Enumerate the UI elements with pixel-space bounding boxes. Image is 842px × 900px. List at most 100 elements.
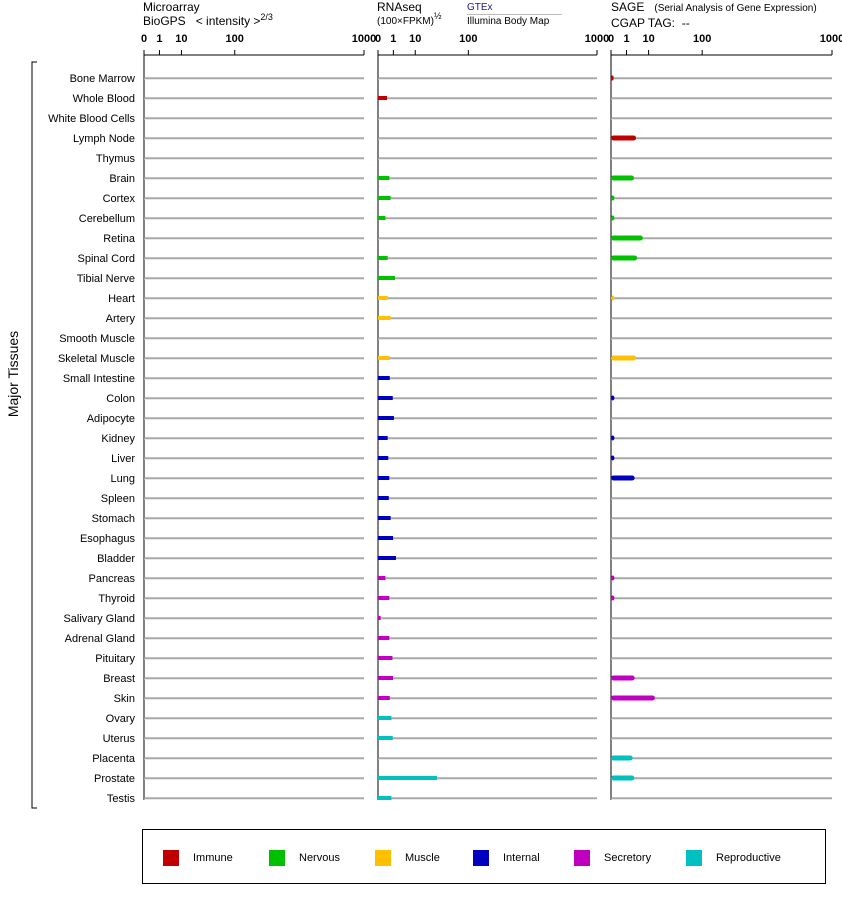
bar	[378, 276, 395, 280]
rnaseq-unit-row: (100×FPKM)½	[377, 11, 441, 29]
bar	[378, 436, 388, 440]
tick-label: 0	[608, 33, 614, 45]
rnaseq-title: RNAseq	[377, 0, 422, 14]
bar	[378, 796, 392, 800]
tick-label: 1	[623, 33, 629, 45]
category-label: Stomach	[92, 513, 135, 525]
category-label: Cortex	[103, 193, 136, 205]
bar	[378, 716, 392, 720]
bar	[378, 356, 390, 360]
tick-label: 1	[390, 33, 396, 45]
tick-label: 0	[375, 33, 381, 45]
legend-swatch-internal	[473, 850, 489, 866]
legend-swatch-immune	[163, 850, 179, 866]
category-label: Artery	[106, 313, 136, 325]
bar	[378, 636, 390, 640]
category-label: Ovary	[106, 713, 136, 725]
bar	[378, 696, 390, 700]
bar	[611, 755, 633, 761]
legend-item-reproductive: Reproductive	[686, 850, 781, 866]
bar	[378, 676, 394, 680]
bar	[378, 736, 393, 740]
bar	[378, 496, 389, 500]
tick-label: 10	[642, 33, 654, 45]
bar	[611, 695, 655, 701]
category-label: Kidney	[101, 433, 135, 445]
legend-label-nervous: Nervous	[299, 852, 340, 864]
category-label: Bladder	[97, 553, 135, 565]
category-label: Pituitary	[95, 653, 135, 665]
bar	[611, 675, 635, 681]
legend: Immune Nervous Muscle Internal Secretory…	[142, 829, 826, 884]
tick-label: 1000	[820, 33, 842, 45]
category-label: Esophagus	[80, 533, 136, 545]
category-label: Breast	[103, 673, 135, 685]
tick-label: 100	[459, 33, 477, 45]
tick-label: 1000	[352, 33, 376, 45]
bar	[378, 516, 391, 520]
legend-item-internal: Internal	[473, 850, 540, 866]
y-axis-label: Major Tissues	[5, 331, 21, 417]
category-label: Whole Blood	[73, 93, 135, 105]
panel-rnaseq: 0 1 10 100 1000	[375, 33, 609, 800]
bar	[611, 355, 637, 361]
tick-label: 100	[226, 33, 244, 45]
tick-label: 100	[693, 33, 711, 45]
bar	[378, 536, 394, 540]
bar	[611, 75, 614, 81]
sage-title-note: (Serial Analysis of Gene Expression)	[654, 3, 817, 14]
bar	[611, 775, 635, 781]
bar	[611, 235, 643, 241]
category-label: Lymph Node	[73, 133, 135, 145]
bar	[611, 195, 615, 201]
bar	[378, 316, 391, 320]
microarray-header: Microarray BioGPS < intensity >2/3	[143, 0, 273, 29]
sage-tag-label: CGAP TAG:	[611, 16, 676, 30]
bar	[378, 456, 389, 460]
category-label: Pancreas	[89, 573, 136, 585]
category-label: Cerebellum	[79, 213, 135, 225]
bar	[611, 175, 635, 181]
microarray-title: Microarray	[143, 0, 200, 14]
illumina-label: Illumina Body Map	[467, 16, 550, 27]
bar	[378, 376, 390, 380]
category-label: Adrenal Gland	[65, 633, 135, 645]
category-label: Testis	[107, 793, 136, 805]
bar	[611, 475, 635, 481]
microarray-subtitle: BioGPS < intensity >2/3	[143, 12, 273, 29]
rnaseq-header: RNAseq (100×FPKM)½	[377, 0, 441, 29]
bar	[378, 596, 390, 600]
category-label: Spinal Cord	[78, 253, 135, 265]
panel-microarray: 0 1 10 100 1000	[141, 33, 376, 800]
tick-label: 1	[156, 33, 162, 45]
bar	[378, 616, 381, 620]
category-label: Skin	[114, 693, 135, 705]
category-label: Liver	[111, 453, 135, 465]
category-label: Salivary Gland	[63, 613, 135, 625]
sage-title-row: SAGE (Serial Analysis of Gene Expression…	[611, 0, 817, 16]
bar	[611, 575, 615, 581]
category-label: Spleen	[101, 493, 135, 505]
bar	[378, 576, 386, 580]
category-label: Colon	[106, 393, 135, 405]
legend-swatch-secretory	[574, 850, 590, 866]
sage-header: SAGE (Serial Analysis of Gene Expression…	[611, 0, 817, 30]
bar	[378, 296, 388, 300]
category-label: Heart	[108, 293, 135, 305]
bar	[611, 135, 637, 141]
bar	[611, 295, 615, 301]
legend-swatch-reproductive	[686, 850, 702, 866]
tick-label: 0	[141, 33, 147, 45]
bar	[378, 396, 393, 400]
bar	[611, 255, 638, 261]
category-label: Retina	[103, 233, 136, 245]
category-label: Skeletal Muscle	[58, 353, 135, 365]
bar	[378, 656, 393, 660]
category-label: Adipocyte	[87, 413, 135, 425]
category-label: Bone Marrow	[70, 73, 135, 85]
category-label: Small Intestine	[63, 373, 135, 385]
bar	[378, 96, 388, 100]
category-label: Tibial Nerve	[77, 273, 135, 285]
bar	[378, 556, 396, 560]
bar	[611, 595, 615, 601]
